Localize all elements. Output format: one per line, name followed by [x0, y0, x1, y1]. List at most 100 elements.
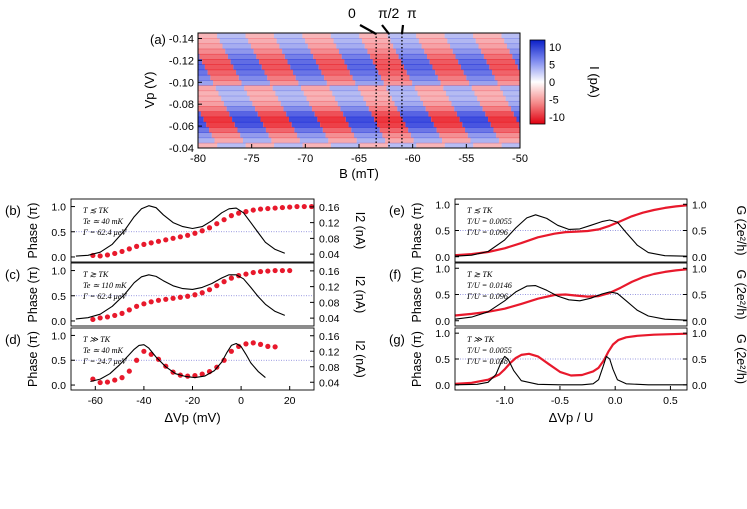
heatmap-band-pos [741, 111, 747, 117]
heatmap-band-pos [347, 64, 376, 71]
heatmap-band-pos [630, 117, 658, 123]
heatmap-band-pos [634, 70, 662, 76]
heatmap-band-pos [64, 122, 92, 128]
heatmap-band-neg [305, 38, 334, 45]
heatmap-band-neg [664, 127, 692, 133]
y-tick-label-left: 1.0 [51, 266, 66, 278]
heatmap-band-neg [198, 85, 216, 92]
heatmap-band-pos [447, 38, 476, 45]
heatmap-band-neg [473, 142, 502, 148]
heatmap-band-pos [729, 33, 747, 39]
heatmap-band-pos [232, 116, 261, 123]
x-tick-label: 0.5 [663, 395, 678, 407]
heatmap-band-neg [718, 122, 746, 128]
colorbar-label: I (pA) [587, 66, 602, 98]
heatmap-band-pos [107, 96, 135, 102]
heatmap-band-pos [517, 64, 520, 71]
heatmap-band-neg [315, 59, 345, 65]
heatmap-band-pos [355, 80, 384, 86]
heatmap-band-neg [497, 80, 520, 86]
heatmap-band-neg [25, 101, 53, 107]
phase-point [90, 316, 96, 323]
heatmap-band-pos [638, 132, 666, 138]
heatmap-band-pos [736, 101, 747, 107]
heatmap-band-pos [623, 49, 651, 55]
y-tick-label-right: 0.12 [319, 346, 340, 358]
heatmap-band-pos [102, 85, 130, 91]
phase-point [104, 252, 111, 258]
heatmap-band-pos [734, 43, 747, 49]
heatmap-band-pos [672, 143, 700, 149]
heatmap-band-pos [568, 106, 596, 112]
heatmap-band-pos [70, 132, 98, 138]
phase-point [112, 250, 118, 257]
heatmap-band-pos [687, 117, 715, 123]
y-axis-label-right: I2 (nA) [353, 212, 367, 250]
heatmap-band-pos [737, 49, 747, 55]
heatmap-band-pos [340, 106, 369, 113]
heatmap-band-pos [567, 49, 595, 55]
heatmap-band-neg [198, 43, 223, 50]
heatmap-band-neg [314, 111, 344, 118]
heatmap-band-pos [740, 54, 747, 60]
heatmap-band-neg [263, 121, 292, 128]
heatmap-band-pos [59, 111, 87, 117]
heatmap-band-neg [22, 96, 50, 102]
heatmap-band-neg [609, 75, 637, 81]
y-tick-label-left: 0.5 [51, 227, 66, 239]
heatmap-band-neg [301, 85, 330, 92]
heatmap-band-pos [469, 80, 498, 86]
heatmap-band-pos [676, 96, 704, 102]
heatmap-band-neg [18, 33, 46, 39]
heatmap-band-pos [408, 127, 437, 133]
heatmap-band-neg [478, 43, 507, 50]
heatmap-band-pos [455, 53, 484, 60]
heatmap-band-neg [714, 59, 742, 65]
heatmap-band-neg [429, 59, 459, 65]
heatmap-band-pos [49, 38, 77, 44]
heatmap-band-pos [387, 33, 417, 39]
heatmap-band-pos [395, 48, 425, 55]
heatmap-band-pos [678, 43, 706, 49]
y-tick-label-left: 0.5 [51, 291, 66, 303]
heatmap-band-pos [298, 80, 327, 86]
heatmap-band-neg [75, 33, 103, 39]
heatmap-band-neg [602, 117, 630, 123]
heatmap-band-neg [670, 138, 698, 144]
G-curve [454, 214, 688, 257]
y-tick-label-a: -0.12 [169, 55, 194, 67]
phase-point [272, 344, 278, 350]
heatmap-band-neg [383, 80, 413, 86]
heatmap-band-neg [667, 132, 695, 138]
heatmap-band-neg [209, 127, 238, 133]
phase-point [257, 268, 264, 275]
heatmap-band-pos [343, 111, 372, 118]
phase-point [126, 246, 132, 252]
G-curve [454, 355, 687, 386]
heatmap-band-neg [550, 127, 578, 133]
heatmap-band-pos [329, 85, 358, 92]
heatmap-band-neg [594, 101, 622, 107]
phase-point [221, 279, 227, 285]
heatmap-band-pos [48, 91, 76, 97]
heatmap-band-neg [198, 100, 224, 107]
heatmap-band-neg [374, 116, 403, 123]
heatmap-band-pos [280, 100, 310, 107]
heatmap-band-neg [720, 70, 747, 76]
y-axis-label-left: Phase (π) [26, 203, 40, 259]
phase-point [228, 348, 234, 354]
heatmap-band-neg [198, 48, 226, 55]
heatmap-band-pos [501, 33, 520, 39]
phase-point [134, 303, 140, 309]
heatmap-band-neg [644, 143, 672, 149]
heatmap-band-pos [571, 111, 599, 117]
phase-point [236, 343, 242, 349]
heatmap-band-neg [199, 53, 228, 60]
heatmap-band-pos [237, 127, 266, 133]
heatmap-band-neg [302, 142, 331, 148]
x-tick-label: 0 [238, 395, 244, 407]
heatmap-band-pos [299, 137, 329, 144]
heatmap-band-pos [272, 85, 302, 92]
heatmap-band-neg [357, 85, 387, 92]
heatmap-band-neg [21, 38, 49, 44]
